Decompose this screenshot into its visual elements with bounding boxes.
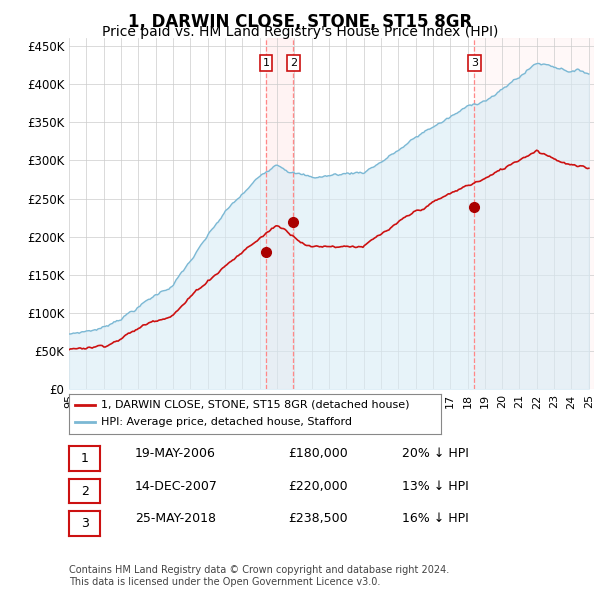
Text: 14-DEC-2007: 14-DEC-2007 (135, 480, 218, 493)
Text: £180,000: £180,000 (288, 447, 348, 460)
Text: HPI: Average price, detached house, Stafford: HPI: Average price, detached house, Staf… (101, 417, 352, 427)
Text: 13% ↓ HPI: 13% ↓ HPI (402, 480, 469, 493)
Text: 1, DARWIN CLOSE, STONE, ST15 8GR (detached house): 1, DARWIN CLOSE, STONE, ST15 8GR (detach… (101, 400, 409, 410)
Bar (266, 38, 293, 389)
Text: 3: 3 (80, 517, 89, 530)
Text: 19-MAY-2006: 19-MAY-2006 (135, 447, 216, 460)
Text: 1: 1 (263, 58, 269, 68)
Text: 20% ↓ HPI: 20% ↓ HPI (402, 447, 469, 460)
Text: 2: 2 (290, 58, 297, 68)
Text: £238,500: £238,500 (288, 512, 347, 525)
Bar (474, 38, 594, 389)
Text: £220,000: £220,000 (288, 480, 347, 493)
Text: 3: 3 (471, 58, 478, 68)
Text: 1, DARWIN CLOSE, STONE, ST15 8GR: 1, DARWIN CLOSE, STONE, ST15 8GR (128, 13, 472, 31)
Text: 16% ↓ HPI: 16% ↓ HPI (402, 512, 469, 525)
Text: Price paid vs. HM Land Registry's House Price Index (HPI): Price paid vs. HM Land Registry's House … (102, 25, 498, 40)
Text: 1: 1 (80, 452, 89, 465)
Text: Contains HM Land Registry data © Crown copyright and database right 2024.
This d: Contains HM Land Registry data © Crown c… (69, 565, 449, 587)
Text: 2: 2 (80, 484, 89, 497)
Text: 25-MAY-2018: 25-MAY-2018 (135, 512, 216, 525)
